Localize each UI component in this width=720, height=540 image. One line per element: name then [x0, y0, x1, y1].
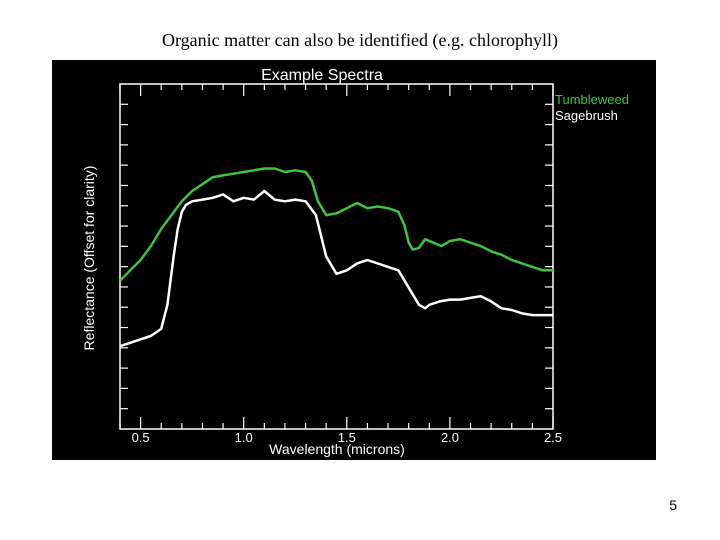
x-tick-label: 1.5	[338, 430, 356, 445]
y-axis-label: Reflectance (Offset for clarity)	[81, 166, 97, 351]
x-axis-tick-labels: 0.5 1.0 1.5 2.0 2.5	[132, 430, 562, 445]
series-lines	[119, 167, 553, 348]
legend-label-tumbleweed: Tumbleweed	[555, 92, 629, 107]
legend-label-sagebrush: Sagebrush	[555, 108, 618, 123]
spectra-chart: Example Spectra 0.5 1.0 1.5 2.0 2.5 Waveleng…	[81, 67, 629, 457]
chart-panel: Example Spectra 0.5 1.0 1.5 2.0 2.5 Waveleng…	[52, 60, 656, 460]
chart-title: Example Spectra	[261, 67, 383, 84]
series-line-sagebrush	[119, 189, 553, 348]
x-tick-label: 1.0	[235, 430, 253, 445]
x-tick-label: 2.0	[441, 430, 459, 445]
series-line-tumbleweed	[119, 167, 553, 282]
plot-frame	[119, 83, 554, 430]
page-number: 5	[669, 497, 677, 513]
x-axis-ticks	[119, 84, 554, 429]
slide-title: Organic matter can also be identified (e…	[161, 30, 559, 50]
y-axis-ticks	[120, 103, 553, 410]
x-tick-label: 2.5	[544, 430, 562, 445]
x-axis-label: Wavelength (microns)	[269, 441, 405, 457]
x-tick-label: 0.5	[132, 430, 150, 445]
